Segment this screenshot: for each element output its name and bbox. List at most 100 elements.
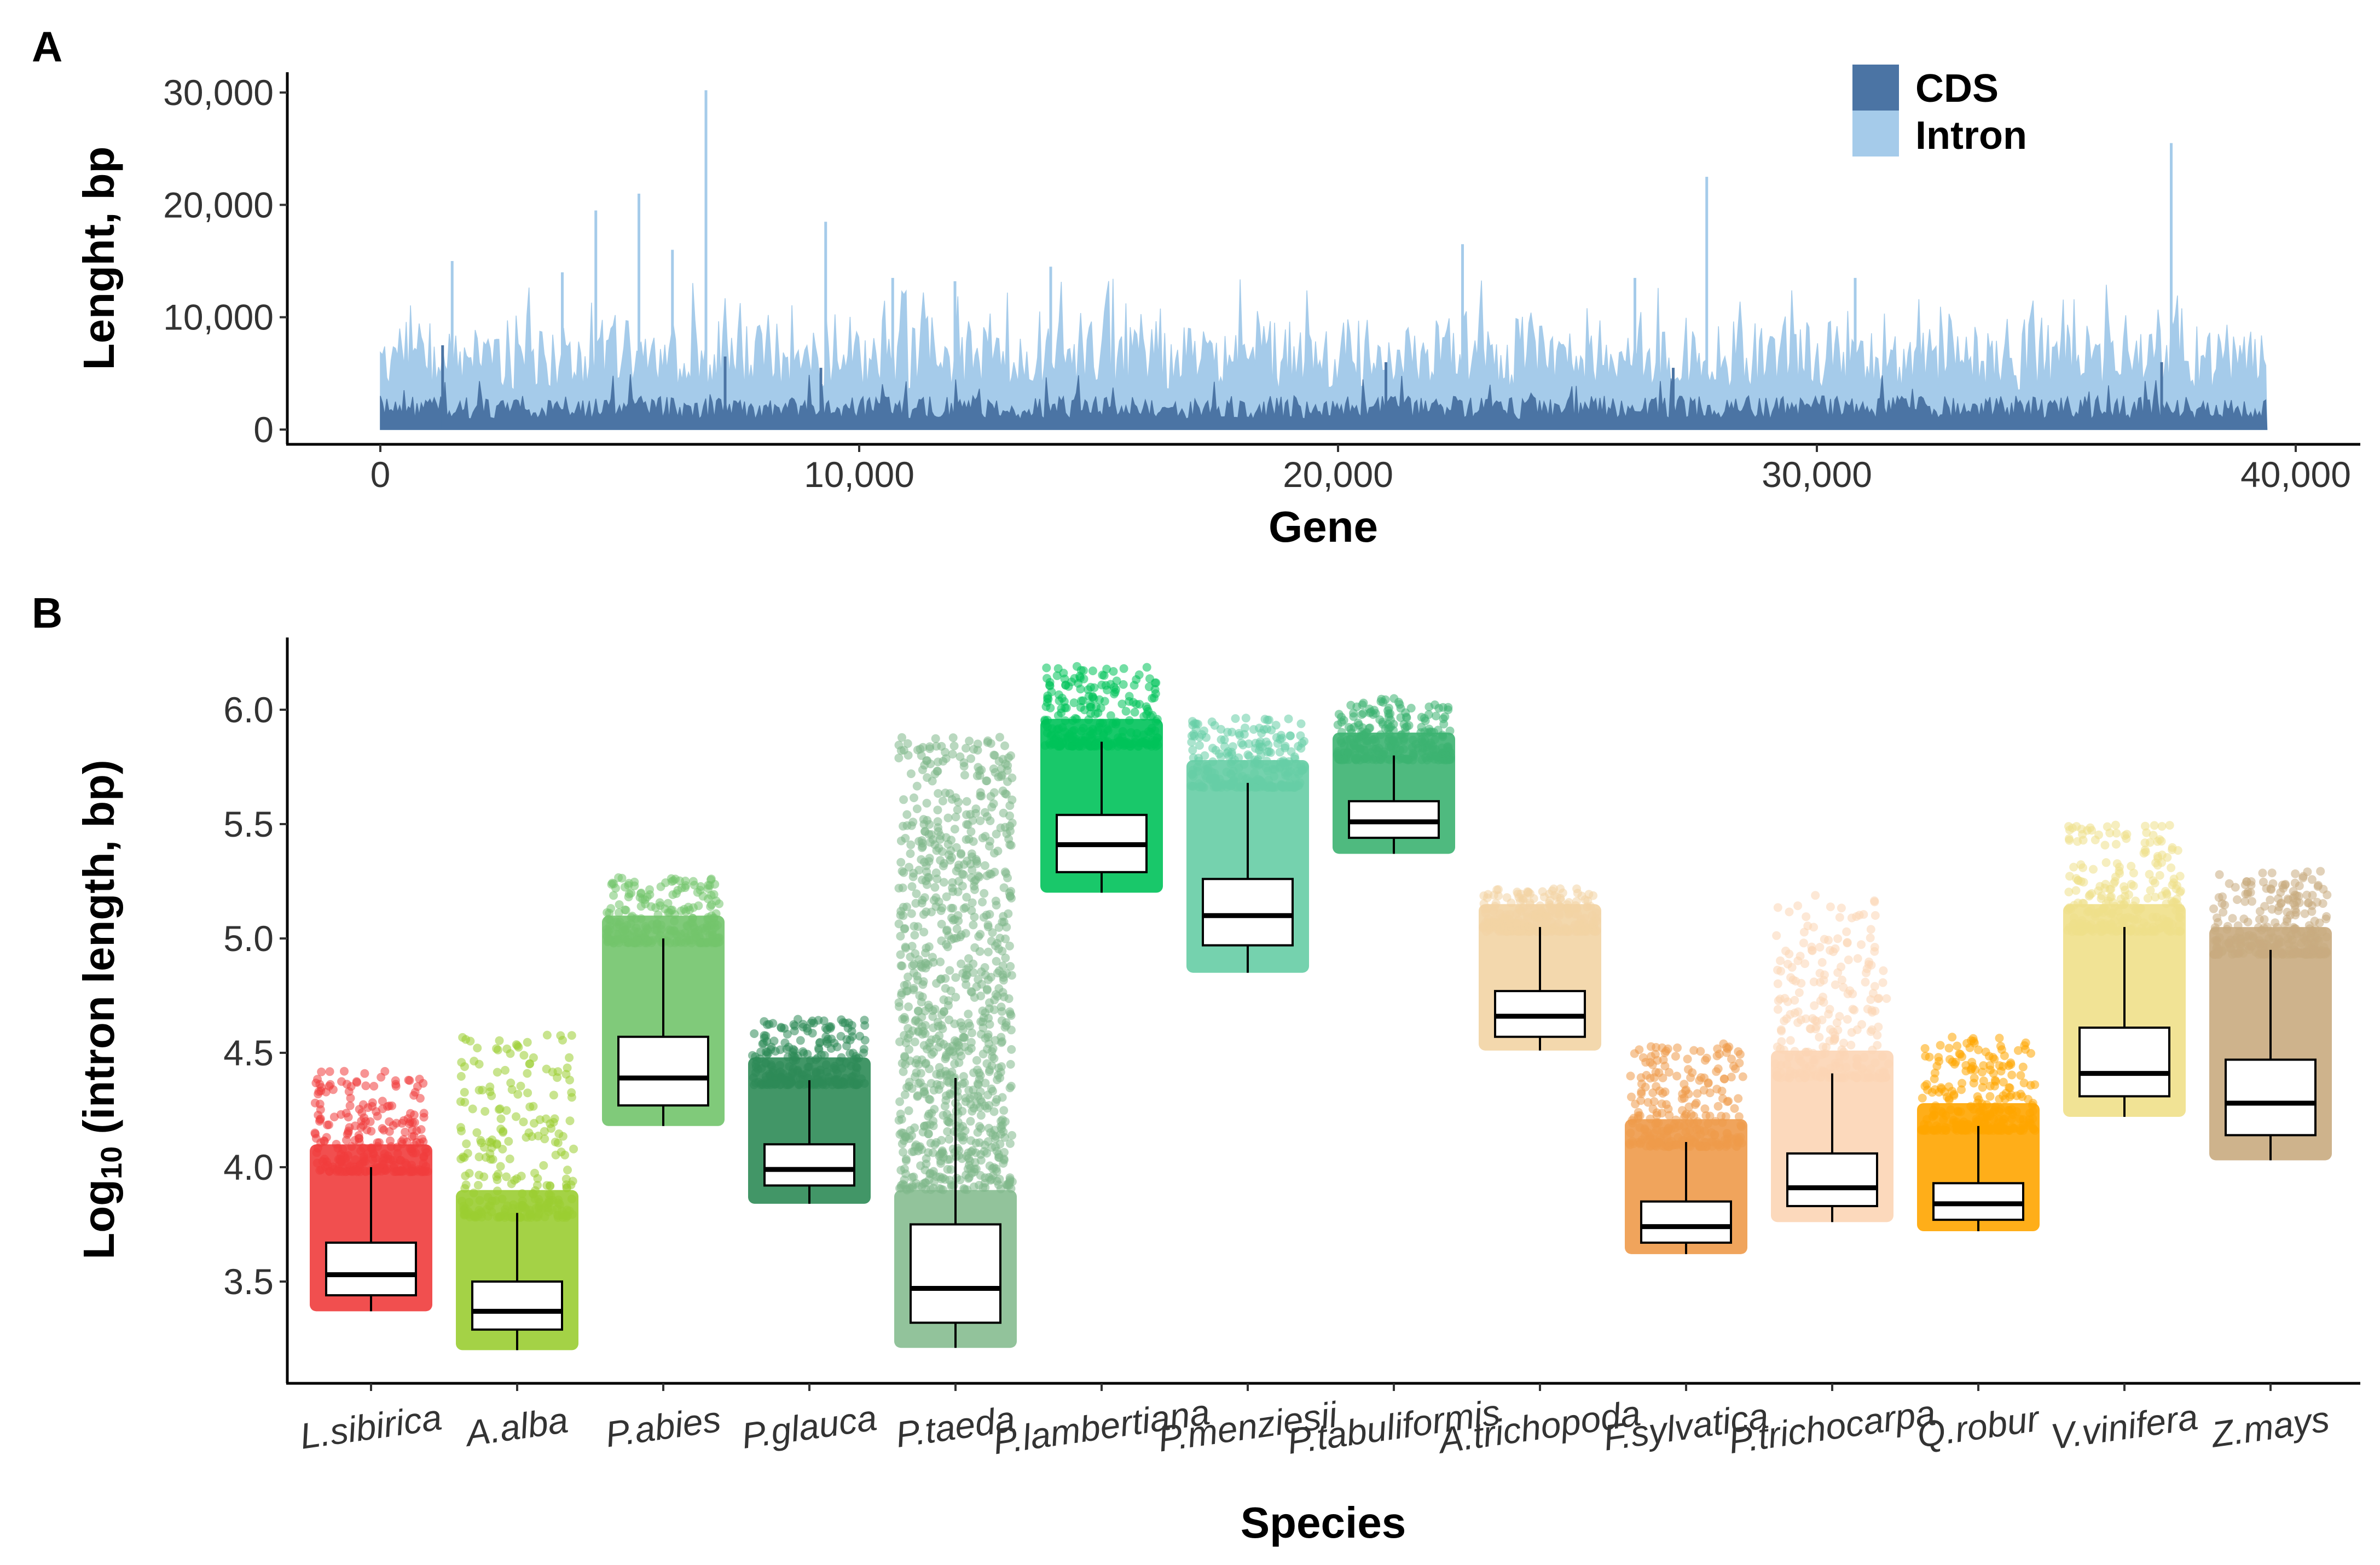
jitter-point <box>1713 1140 1723 1149</box>
jitter-point <box>1859 910 1868 919</box>
jitter-point <box>931 734 940 743</box>
jitter-point <box>980 889 989 898</box>
jitter-point <box>2112 828 2121 838</box>
jitter-point <box>1985 1092 1995 1101</box>
jitter-point <box>1101 739 1110 749</box>
jitter-point <box>1974 1045 1983 1054</box>
jitter-point <box>1291 774 1300 783</box>
jitter-point <box>2303 867 2312 877</box>
jitter-point <box>495 1036 504 1045</box>
jitter-point <box>1626 1128 1635 1138</box>
jitter-point <box>323 1120 332 1129</box>
jitter-point <box>1796 1057 1805 1066</box>
jitter-point <box>653 910 663 919</box>
jitter-point <box>959 1033 969 1042</box>
panel-a-x-tick-label: 40,000 <box>2240 454 2351 495</box>
jitter-point <box>371 1154 380 1163</box>
jitter-point <box>1047 687 1056 697</box>
jitter-point <box>1266 782 1275 791</box>
jitter-point <box>360 1069 369 1078</box>
jitter-point <box>943 813 953 822</box>
jitter-point <box>1253 774 1263 784</box>
jitter-point <box>948 750 957 759</box>
jitter-point <box>1802 1064 1811 1073</box>
jitter-point <box>1275 763 1284 773</box>
jitter-point <box>1981 1113 1990 1122</box>
jitter-point <box>1646 1114 1655 1123</box>
y-title-rest: (intron length, bp) <box>74 760 123 1146</box>
jitter-point <box>2150 821 2159 830</box>
jitter-point <box>1966 1065 1976 1075</box>
jitter-point <box>951 813 960 821</box>
jitter-point <box>1711 1117 1720 1126</box>
iqr-box <box>617 1035 709 1107</box>
panel-b-y-axis-title: Log10 (intron length, bp) <box>74 760 128 1259</box>
y-title-log: Log <box>74 1179 123 1260</box>
jitter-point <box>901 1060 910 1069</box>
jitter-point <box>1867 1006 1877 1015</box>
jitter-point <box>934 823 942 832</box>
jitter-point <box>1007 971 1016 980</box>
jitter-point <box>485 1082 495 1092</box>
jitter-point <box>1870 947 1879 956</box>
jitter-point <box>1125 716 1134 725</box>
jitter-point <box>2301 948 2310 957</box>
jitter-point <box>517 1172 526 1181</box>
jitter-point <box>549 1091 558 1100</box>
panel-b-y-tick-label: 4.0 <box>223 1147 274 1187</box>
box-P.taeda <box>910 1077 1001 1348</box>
jitter-point <box>922 880 931 889</box>
jitter-point <box>1261 763 1271 772</box>
jitter-point <box>495 1104 505 1114</box>
jitter-point <box>1119 680 1128 689</box>
jitter-point <box>1948 1033 1957 1042</box>
jitter-point <box>323 1161 332 1170</box>
jitter-point <box>1642 1071 1651 1080</box>
jitter-point <box>1727 1054 1736 1064</box>
jitter-point <box>2018 1092 2027 1102</box>
jitter-point <box>937 1010 946 1019</box>
jitter-point <box>1852 1073 1862 1082</box>
jitter-point <box>1359 709 1368 718</box>
jitter-point <box>1944 1082 1954 1091</box>
jitter-point <box>966 827 976 836</box>
jitter-point <box>2004 1061 2013 1070</box>
jitter-point <box>493 1045 502 1054</box>
jitter-point <box>1941 1126 1950 1135</box>
jitter-point <box>2276 888 2285 897</box>
jitter-point <box>934 789 943 798</box>
jitter-point <box>976 788 985 797</box>
jitter-point <box>460 1088 469 1097</box>
jitter-point <box>1648 1104 1658 1114</box>
jitter-point <box>796 1036 805 1045</box>
jitter-point <box>964 1148 973 1157</box>
jitter-point <box>482 1205 491 1214</box>
jitter-point <box>1516 889 1526 899</box>
jitter-point <box>1483 893 1492 902</box>
jitter-point <box>1278 782 1287 792</box>
jitter-point <box>2307 875 2317 884</box>
jitter-point <box>940 859 949 868</box>
jitter-point <box>802 1069 811 1078</box>
jitter-point <box>2264 934 2273 943</box>
jitter-point <box>1979 1076 1988 1086</box>
jitter-point <box>907 1147 917 1156</box>
jitter-point <box>965 1173 974 1182</box>
jitter-point <box>1835 1063 1845 1073</box>
panel-a-x-tick-label: 20,000 <box>1283 454 1393 495</box>
jitter-point <box>994 1180 1003 1190</box>
jitter-point <box>1088 692 1097 701</box>
jitter-point <box>941 833 951 842</box>
jitter-point <box>1671 1052 1680 1061</box>
jitter-point <box>405 1076 414 1085</box>
jitter-point <box>369 1082 379 1091</box>
jitter-point <box>1545 896 1555 905</box>
box-P.trichocarpa <box>1786 1073 1878 1222</box>
jitter-point <box>994 984 1004 993</box>
jitter-point <box>2129 868 2138 878</box>
jitter-point <box>963 971 972 979</box>
jitter-point <box>982 1104 992 1113</box>
jitter-point <box>999 883 1009 892</box>
jitter-point <box>900 1090 910 1099</box>
box-A.trichopoda <box>1494 927 1586 1051</box>
